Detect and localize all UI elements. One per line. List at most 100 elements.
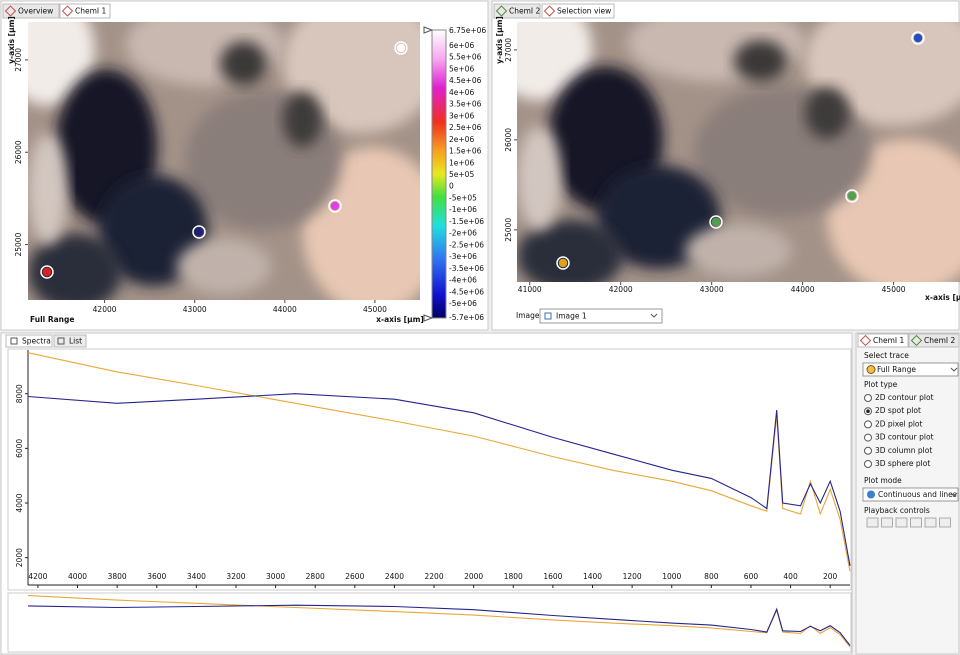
tab[interactable]: [2, 3, 60, 19]
dropdown-arrow: [950, 492, 958, 497]
radio-label: 3D sphere plot: [875, 459, 930, 468]
y-tick-label: 25000: [504, 218, 513, 242]
spot-marker-fill: [330, 201, 340, 211]
colorbar-label: 6.75e+06: [449, 26, 486, 35]
x-tick-label: 3400: [187, 572, 206, 581]
colorbar-label: -5.7e+06: [449, 313, 484, 322]
trace-select[interactable]: [862, 362, 959, 377]
x-tick-label: 4000: [68, 572, 87, 581]
x-tick-label: 1200: [623, 572, 642, 581]
plot-mode-select[interactable]: [862, 487, 959, 502]
radio-button[interactable]: [864, 433, 872, 442]
colorbar-label: 5e+06: [449, 64, 474, 73]
tab-label: ChemI 1: [873, 336, 905, 345]
y-axis-label: y-axis [µm]: [495, 16, 504, 64]
range-label: Full Range: [30, 315, 74, 324]
tab-icon: [495, 5, 508, 17]
overview-line: [27, 604, 851, 646]
playback-button[interactable]: [881, 517, 893, 528]
radio-label: 2D spot plot: [875, 406, 921, 415]
y-tick-label: 26000: [504, 128, 513, 152]
spot-marker-fill: [558, 258, 568, 268]
tab[interactable]: [493, 3, 541, 19]
radio-button[interactable]: [864, 446, 872, 455]
tab[interactable]: [541, 3, 615, 19]
playback-button[interactable]: [924, 517, 937, 528]
y-tick-label: 8000: [15, 384, 24, 403]
playback-button[interactable]: [866, 517, 879, 528]
colorbar-label: 1.5e+06: [449, 147, 482, 156]
x-tick-label: 2000: [464, 572, 483, 581]
x-tick-label: 1600: [543, 572, 562, 581]
spot-marker[interactable]: [709, 215, 723, 229]
spot-marker[interactable]: [556, 256, 570, 270]
spot-marker[interactable]: [192, 225, 206, 239]
x-tick-label: 43000: [183, 305, 207, 314]
tab-icon: [4, 5, 17, 17]
dropdown-arrow: [950, 367, 958, 372]
colorbar-label: 5e+05: [449, 170, 474, 179]
x-tick-label: 44000: [273, 305, 297, 314]
x-tick-label: 2200: [425, 572, 444, 581]
microscope-image: [28, 22, 420, 300]
tab[interactable]: [857, 333, 909, 348]
x-tick-label: 1800: [504, 572, 523, 581]
playback-button[interactable]: [939, 517, 951, 528]
image-select[interactable]: [539, 308, 663, 324]
radio-label: 3D column plot: [875, 446, 932, 455]
y-tick-label: 4000: [15, 493, 24, 512]
tab-icon: [859, 334, 872, 347]
spot-marker[interactable]: [328, 199, 342, 213]
playback-button[interactable]: [910, 517, 922, 528]
spot-marker-fill: [194, 227, 204, 237]
colorbar-label: 2.5e+06: [449, 123, 482, 132]
section-label: Plot mode: [864, 476, 902, 485]
microscope-image: [517, 22, 960, 282]
tab[interactable]: [59, 3, 111, 19]
colorbar-arrow: [423, 314, 434, 322]
spectrum-line: [27, 393, 851, 566]
y-tick-label: 27000: [14, 48, 23, 72]
tab[interactable]: [908, 333, 960, 348]
tab-icon: [57, 337, 65, 345]
section-label: Plot type: [864, 380, 898, 389]
colorbar-label: 4e+06: [449, 88, 474, 97]
tab-icon: [543, 5, 556, 17]
spot-marker[interactable]: [394, 41, 408, 55]
radio-label: 2D contour plot: [875, 393, 934, 402]
tab-icon: [10, 337, 18, 345]
spot-marker-fill: [847, 191, 857, 201]
colorbar-label: 3e+06: [449, 111, 474, 120]
playback-button[interactable]: [895, 517, 908, 528]
x-tick-label: 1400: [583, 572, 602, 581]
radio-button[interactable]: [864, 420, 872, 429]
radio-button[interactable]: [864, 394, 872, 402]
x-tick-label: 200: [823, 572, 838, 581]
colorbar-label: -2e+06: [449, 229, 477, 238]
x-tick-label: 45000: [882, 285, 906, 294]
x-tick-label: 2400: [385, 572, 404, 581]
spot-marker[interactable]: [40, 265, 54, 279]
colorbar-label: 3.5e+06: [449, 100, 482, 109]
spot-marker[interactable]: [911, 31, 925, 45]
x-tick-label: 42000: [93, 305, 117, 314]
dropdown-arrow: [650, 313, 658, 318]
spot-marker-fill: [42, 267, 52, 277]
radio-button[interactable]: [864, 460, 872, 468]
y-tick-label: 6000: [15, 439, 24, 458]
spot-marker[interactable]: [845, 189, 859, 203]
section-label: Select trace: [864, 351, 909, 360]
colorbar-label: 5.5e+06: [449, 53, 482, 62]
radio-label: 2D pixel plot: [875, 419, 922, 428]
spot-marker-fill: [396, 43, 406, 53]
x-tick-label: 45000: [363, 305, 387, 314]
plot-area: [7, 348, 852, 591]
x-tick-label: 600: [744, 572, 759, 581]
trace-value: Full Range: [877, 365, 916, 374]
colorbar-label: -1e+06: [449, 205, 477, 214]
x-tick-label: 3800: [108, 572, 127, 581]
tab-label: Selection view: [557, 7, 611, 16]
x-tick-label: 3000: [266, 572, 285, 581]
